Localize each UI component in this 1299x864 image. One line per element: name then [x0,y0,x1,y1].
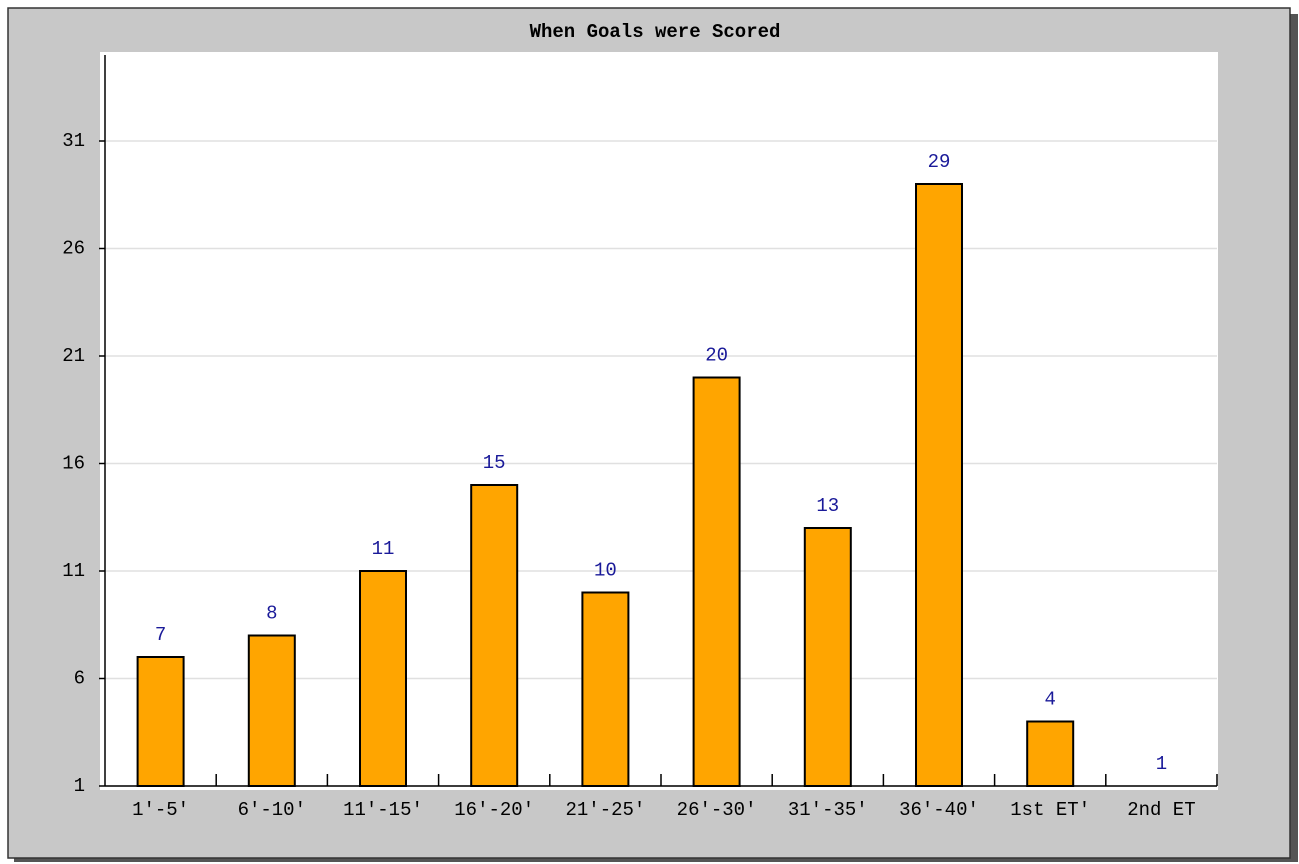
y-tick-label: 1 [74,775,85,797]
value-label: 20 [705,345,728,367]
bar [247,634,296,787]
x-tick-label: 11′-15′ [343,799,423,821]
value-label: 11 [372,538,395,560]
value-label: 10 [594,560,617,582]
chart-title: When Goals were Scored [530,21,781,43]
y-tick-label: 16 [62,453,85,475]
x-tick-label: 6′-10′ [238,799,306,821]
value-label: 1 [1156,753,1167,775]
bar [581,591,630,787]
value-label: 15 [483,452,506,474]
value-label: 13 [816,495,839,517]
bar [136,656,185,787]
bar [803,527,852,787]
y-tick-label: 6 [74,668,85,690]
value-label: 29 [928,151,951,173]
x-tick-label: 16′-20′ [454,799,534,821]
x-tick-label: 26′-30′ [677,799,757,821]
bar [470,484,519,787]
y-tick-label: 11 [62,560,85,582]
x-tick-label: 1st ET′ [1010,799,1090,821]
y-tick-label: 26 [62,238,85,260]
x-tick-label: 2nd ET [1127,799,1195,821]
value-label: 7 [155,624,166,646]
bar [692,376,741,787]
y-tick-label: 21 [62,345,85,367]
value-label: 4 [1044,689,1055,711]
bar [359,570,407,787]
x-tick-label: 21′-25′ [565,799,645,821]
x-tick-label: 36′-40′ [899,799,979,821]
bar [915,183,963,787]
y-tick-label: 31 [62,130,85,152]
x-tick-label: 31′-35′ [788,799,868,821]
bar [1026,720,1075,787]
x-tick-label: 1′-5′ [132,799,189,821]
value-label: 8 [266,603,277,625]
